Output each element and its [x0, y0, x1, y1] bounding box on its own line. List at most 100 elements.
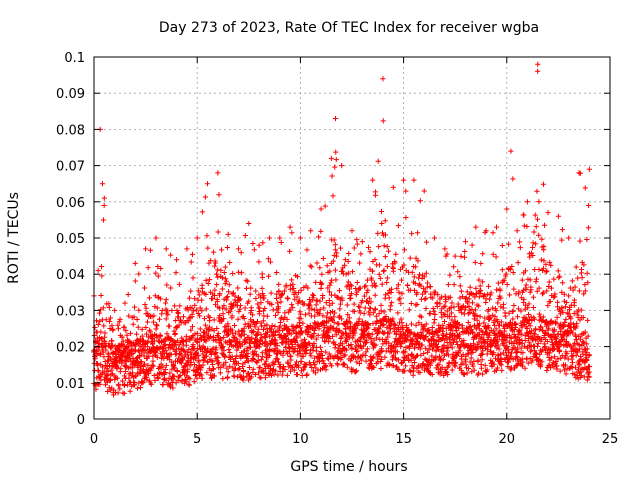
data-point	[193, 350, 199, 356]
data-point	[168, 285, 174, 291]
data-point	[443, 368, 449, 375]
data-point	[416, 272, 423, 278]
data-point	[548, 355, 554, 361]
data-point	[210, 366, 216, 372]
data-point	[555, 356, 561, 362]
data-point	[153, 270, 159, 276]
data-point	[165, 312, 171, 318]
data-point	[313, 336, 319, 342]
data-point	[345, 270, 351, 276]
data-point	[373, 342, 379, 348]
data-point	[538, 324, 544, 330]
data-point	[202, 322, 208, 328]
data-point-peak	[277, 235, 283, 241]
data-point	[212, 301, 219, 308]
data-point	[191, 361, 197, 368]
data-point	[194, 307, 200, 313]
data-point	[164, 331, 170, 337]
data-point	[452, 359, 459, 365]
data-point	[203, 291, 209, 298]
data-point	[493, 326, 499, 332]
data-point	[240, 328, 246, 334]
data-point	[536, 311, 542, 317]
data-point	[552, 291, 558, 297]
data-point	[326, 289, 333, 295]
data-point	[348, 283, 354, 289]
data-point-peak	[483, 228, 489, 234]
data-point	[258, 356, 264, 363]
data-point	[211, 317, 217, 323]
data-point	[132, 348, 138, 354]
data-point	[510, 308, 516, 314]
data-point	[393, 251, 399, 257]
data-point	[255, 370, 262, 376]
data-point	[188, 352, 194, 358]
y-axis-label: ROTI / TECUs	[6, 192, 22, 284]
data-point	[378, 302, 384, 308]
data-point	[221, 347, 227, 354]
data-point-peak	[576, 170, 582, 176]
data-point	[276, 289, 282, 295]
data-point	[344, 302, 350, 308]
data-point	[238, 333, 245, 339]
data-point	[343, 347, 350, 353]
data-point	[323, 300, 329, 306]
data-point	[308, 333, 314, 339]
data-point	[138, 359, 145, 365]
data-point	[227, 356, 234, 362]
data-point	[266, 273, 272, 279]
data-point	[271, 361, 277, 368]
data-point-peak	[194, 235, 200, 241]
data-point	[466, 296, 472, 302]
data-point	[101, 354, 107, 360]
data-point	[533, 276, 540, 282]
data-point	[145, 265, 151, 271]
data-point	[140, 363, 146, 370]
data-point	[223, 295, 230, 301]
data-point	[262, 361, 268, 367]
data-point	[423, 239, 430, 245]
data-point	[430, 337, 437, 343]
data-point	[413, 353, 419, 359]
data-point	[458, 253, 464, 260]
data-point	[240, 374, 247, 380]
data-point	[426, 347, 432, 353]
data-point	[95, 362, 101, 368]
data-point	[562, 319, 568, 325]
data-point	[563, 338, 570, 345]
data-point	[97, 351, 104, 357]
data-point	[297, 311, 304, 317]
data-point	[379, 220, 385, 227]
data-point	[133, 331, 140, 337]
data-point	[123, 328, 129, 334]
data-point	[490, 312, 496, 318]
data-point	[307, 303, 313, 309]
data-point	[168, 352, 174, 358]
data-point	[290, 305, 296, 311]
data-point	[245, 371, 252, 377]
data-point	[543, 261, 549, 268]
data-point	[494, 338, 500, 345]
data-point	[517, 239, 523, 245]
data-point	[189, 324, 196, 330]
data-point	[390, 362, 397, 369]
data-point	[320, 313, 326, 319]
data-point	[523, 286, 529, 293]
data-point	[508, 335, 514, 342]
data-point	[150, 319, 157, 325]
data-point	[382, 354, 388, 360]
data-point	[206, 276, 213, 283]
data-point	[345, 258, 351, 264]
data-point	[199, 297, 205, 303]
data-point	[121, 324, 127, 330]
data-point	[356, 316, 362, 322]
data-point	[158, 296, 164, 302]
data-point	[293, 324, 300, 330]
data-point	[551, 327, 557, 333]
data-point	[378, 208, 385, 215]
data-point	[245, 358, 251, 364]
data-point	[190, 308, 196, 314]
data-point	[292, 296, 298, 302]
data-point	[310, 334, 316, 340]
data-point	[467, 323, 473, 329]
